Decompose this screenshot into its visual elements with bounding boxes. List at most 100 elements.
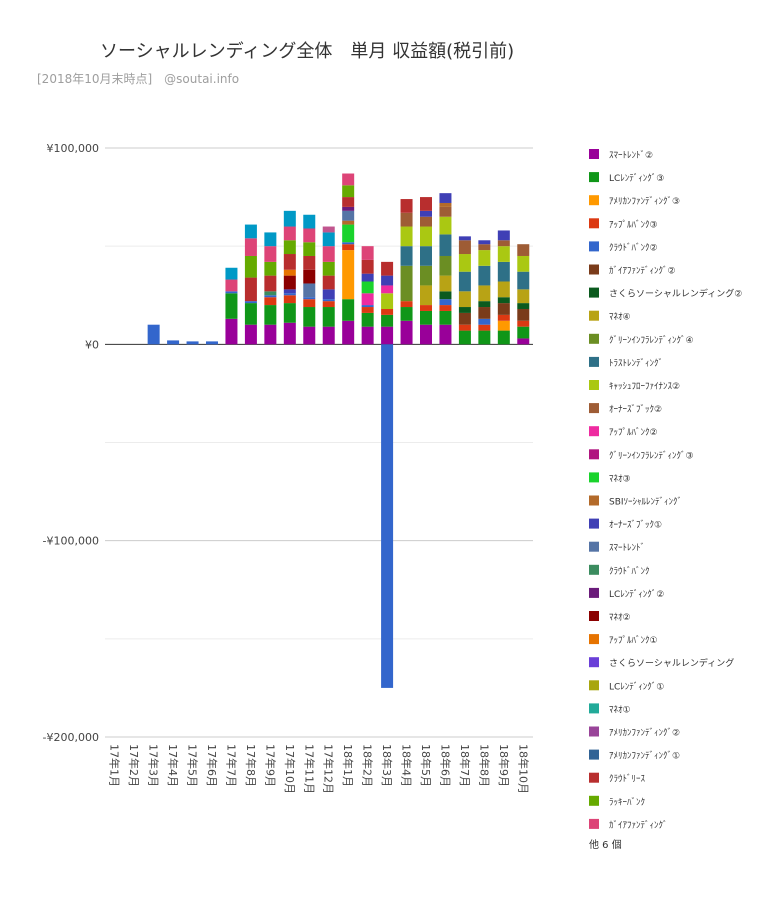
bar-segment-21-10	[517, 255, 530, 272]
bar-segment-19-7	[478, 285, 491, 302]
bar-segment-14-4	[381, 344, 394, 688]
bar-segment-14-16	[381, 275, 394, 286]
bar-segment-15-3	[400, 301, 413, 308]
legend-swatch-10	[589, 380, 599, 390]
bar-segment-13-12	[361, 293, 374, 306]
bar-segment-11-29	[322, 246, 335, 262]
y-axis-ticks: ¥100,000 ¥0 -¥100,000 -¥200,000	[43, 142, 99, 744]
bar-segment-12-28	[342, 185, 355, 198]
bar-segment-14-12	[381, 285, 394, 294]
x-tick-label-16: 18年5月	[419, 744, 433, 787]
bar-segment-11-16	[322, 289, 335, 300]
bar-segment-17-9	[439, 234, 452, 256]
bar-segment-10-20	[303, 269, 316, 284]
bar-segment-13-0	[361, 326, 374, 345]
bar-segment-10-1	[303, 307, 316, 327]
y-tick-label-1: ¥0	[85, 338, 99, 351]
bar-segment-2-4	[147, 324, 160, 345]
x-tick-label-19: 18年8月	[477, 744, 491, 787]
bar-segment-12-0	[342, 320, 355, 345]
bar-segment-20-11	[497, 240, 510, 247]
y-tick-label-2: -¥100,000	[43, 535, 99, 548]
legend-swatch-22	[589, 657, 599, 668]
bar-segment-7-28	[244, 255, 257, 278]
bar-segment-21-5	[517, 308, 530, 321]
bar-segment-12-29	[342, 173, 355, 186]
legend-swatch-6	[589, 287, 599, 298]
bar-segment-15-10	[400, 226, 413, 247]
bar-segment-14-1	[381, 314, 394, 327]
bar-segment-16-0	[420, 324, 432, 345]
bar-segment-10-3	[303, 299, 316, 308]
legend-swatch-2	[589, 195, 599, 206]
bar-segment-19-6	[478, 301, 491, 308]
bar-segment-18-7	[458, 291, 471, 308]
bar-segment-12-4	[342, 242, 355, 245]
bar-segment-16-16	[420, 210, 432, 217]
bar-segment-3-4	[167, 340, 180, 345]
bar-segment-9-3	[283, 295, 296, 304]
bar-segment-8-29	[264, 246, 277, 262]
bar-segment-18-11	[458, 240, 471, 255]
bar-segment-19-16	[478, 240, 491, 245]
bar-segment-15-27	[400, 199, 413, 213]
bar-segment-15-1	[400, 307, 413, 321]
bar-segment-10-4	[303, 297, 316, 300]
x-tick-label-2: 17年3月	[147, 744, 161, 787]
legend-swatch-7	[589, 310, 599, 321]
legend-swatch-14	[589, 472, 599, 483]
legend-swatch-21	[589, 634, 599, 645]
bar-segment-7-1	[244, 303, 257, 325]
bar-segment-13-14	[361, 281, 374, 294]
bar-segment-9-4	[283, 293, 296, 296]
bar-segment-19-1	[478, 330, 491, 345]
bar-segment-20-16	[497, 230, 510, 241]
legend-swatch-8	[589, 333, 599, 344]
bar-segment-11-3	[322, 301, 335, 308]
legend-label-28: ﾗｯｷｰﾊﾞﾝｸ	[609, 797, 645, 808]
bar-segment-21-7	[517, 289, 530, 304]
bar-segment-20-7	[497, 281, 510, 298]
bar-segment-8-3	[264, 297, 277, 306]
bar-segment-17-15	[439, 202, 452, 207]
x-tick-label-1: 17年2月	[127, 744, 141, 787]
bar-segment-20-10	[497, 246, 510, 262]
bar-segment-21-6	[517, 303, 530, 309]
bar-segment-21-1	[517, 326, 530, 339]
legend-label-8: ｸﾞﾘｰﾝｲﾝﾌﾗﾚﾝﾃﾞｨﾝｸﾞ④	[609, 335, 694, 346]
bar-segment-10-17	[303, 283, 316, 298]
legend-label-13: ｸﾞﾘｰﾝｲﾝﾌﾗﾚﾝﾃﾞｨﾝｸﾞ③	[609, 450, 694, 461]
bar-segment-9-28	[283, 240, 296, 255]
legend-label-18: ｸﾗｳﾄﾞﾊﾞﾝｸ	[609, 566, 650, 577]
bar-segment-6-1	[225, 293, 238, 319]
bar-segment-15-9	[400, 246, 413, 266]
bar-segment-12-17	[342, 210, 355, 221]
legend-swatch-3	[589, 218, 599, 229]
bar-segment-20-3	[497, 314, 510, 321]
bar-segment-14-3	[381, 308, 394, 315]
legend-label-1: LCﾚﾝﾃﾞｨﾝｸﾞ③	[609, 173, 664, 184]
bar-segment-8-4	[264, 295, 277, 298]
bar-segment-16-8	[420, 265, 432, 286]
bar-segment-17-8	[439, 255, 452, 276]
legend-label-3: ｱｯﾌﾟﾙﾊﾞﾝｸ③	[609, 219, 658, 230]
legend-label-7: ﾏﾈｵ④	[609, 312, 631, 323]
x-tick-label-18: 18年7月	[458, 744, 472, 787]
bar-segment-20-1	[497, 330, 510, 345]
legend: ｽﾏｰﾄﾚﾝﾄﾞ② LCﾚﾝﾃﾞｨﾝｸﾞ③ ｱﾒﾘｶﾝﾌｧﾝﾃﾞｨﾝｸﾞ③ ｱｯﾌﾟﾙ…	[589, 149, 742, 851]
legend-swatch-29	[589, 818, 599, 829]
bar-segment-7-30	[244, 224, 257, 239]
y-tick-label-3: -¥200,000	[43, 731, 99, 744]
bar-segment-19-11	[478, 244, 491, 251]
legend-swatch-24	[589, 703, 599, 714]
bar-segment-20-9	[497, 261, 510, 282]
bar-segment-16-1	[420, 310, 432, 325]
bar-segment-9-1	[283, 303, 296, 323]
bar-segment-13-29	[361, 246, 374, 260]
legend-swatch-17	[589, 541, 599, 552]
bar-segment-21-11	[517, 244, 530, 256]
bar-segment-10-28	[303, 242, 316, 256]
legend-swatch-5	[589, 264, 599, 275]
bar-segment-19-5	[478, 307, 491, 319]
legend-label-22: さくらソーシャルレンディング	[609, 657, 734, 669]
